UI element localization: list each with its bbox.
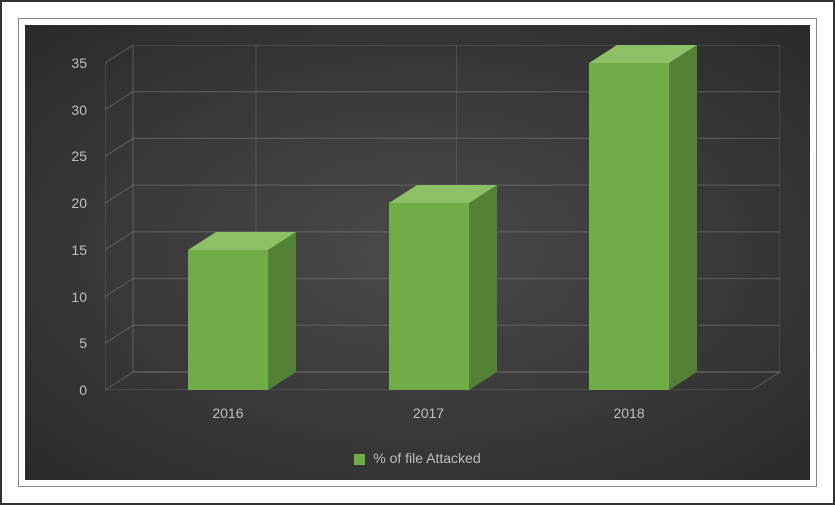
y-tick-label: 35 xyxy=(71,55,87,71)
bar-front xyxy=(589,63,669,390)
chart-background: 0 5 10 15 20 25 30 35 2016 2017 2018 % of file At… xyxy=(25,25,810,480)
bar-side xyxy=(469,185,497,390)
bar-side xyxy=(268,232,296,390)
bar-front xyxy=(389,203,469,390)
x-axis: 2016 2017 2018 xyxy=(105,405,780,425)
legend-label: % of file Attacked xyxy=(373,450,480,466)
y-tick-label: 5 xyxy=(79,335,87,351)
y-tick-label: 15 xyxy=(71,242,87,258)
inner-frame: 0 5 10 15 20 25 30 35 2016 2017 2018 % of file At… xyxy=(18,18,817,487)
x-tick-label: 2016 xyxy=(212,405,243,421)
y-tick-label: 25 xyxy=(71,148,87,164)
bar-front xyxy=(188,250,268,390)
plot-area xyxy=(105,45,780,390)
y-tick-label: 20 xyxy=(71,195,87,211)
y-axis: 05101520253035 xyxy=(25,45,95,390)
bar xyxy=(589,45,697,390)
outer-frame: 0 5 10 15 20 25 30 35 2016 2017 2018 % of file At… xyxy=(0,0,835,505)
y-tick-label: 0 xyxy=(79,382,87,398)
x-tick-label: 2018 xyxy=(613,405,644,421)
legend-swatch xyxy=(354,454,365,465)
x-tick-label: 2017 xyxy=(413,405,444,421)
bar xyxy=(188,232,296,390)
legend: % of file Attacked xyxy=(25,450,810,466)
bar-side xyxy=(669,45,697,390)
y-tick-label: 10 xyxy=(71,289,87,305)
bar xyxy=(389,185,497,390)
y-tick-label: 30 xyxy=(71,102,87,118)
